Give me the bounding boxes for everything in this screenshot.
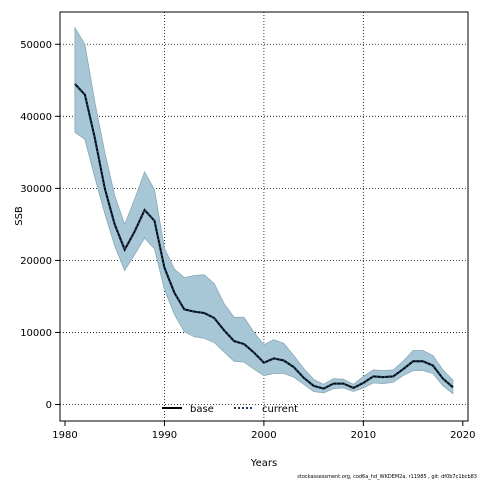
x-tick-label: 2000: [251, 430, 276, 441]
legend-current-label: current: [262, 404, 298, 415]
confidence-band: [74, 26, 454, 395]
x-axis: 1980 1990 2000 2010 2020: [52, 421, 476, 441]
footer-attribution: stockassessment.org, cod6a_hd_WKDEM2a, r…: [297, 474, 477, 480]
x-tick-label: 2010: [351, 430, 376, 441]
x-tick-label: 2020: [450, 430, 475, 441]
y-tick-label: 10000: [20, 328, 52, 339]
y-axis-title: SSB: [14, 206, 25, 226]
series-lines: [74, 83, 454, 390]
x-tick-label: 1980: [52, 430, 77, 441]
legend: base current: [162, 404, 298, 415]
x-tick-label: 1990: [152, 430, 177, 441]
y-axis: 0 10000 20000 30000 40000 50000: [20, 40, 60, 411]
y-tick-label: 50000: [20, 40, 52, 51]
grid: [60, 12, 468, 421]
confidence-band-area: [74, 26, 454, 395]
x-axis-title: Years: [250, 458, 277, 469]
series-line-base: [74, 83, 454, 390]
y-tick-label: 0: [46, 400, 52, 411]
legend-base-label: base: [190, 404, 214, 415]
y-tick-label: 30000: [20, 184, 52, 195]
y-tick-label: 20000: [20, 256, 52, 267]
y-tick-label: 40000: [20, 112, 52, 123]
